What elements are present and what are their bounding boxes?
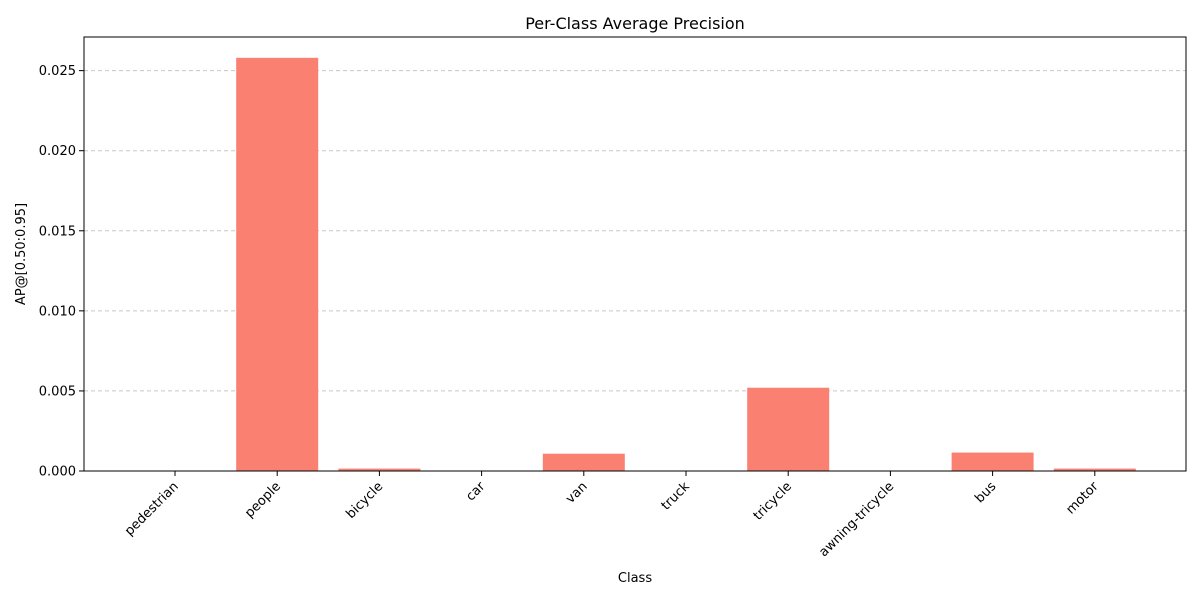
bar-bus — [951, 452, 1034, 471]
x-tick-label: motor — [1063, 479, 1102, 518]
y-tick-label: 0.025 — [39, 64, 76, 79]
x-tick-label: van — [563, 479, 591, 507]
x-axis-ticks: pedestrian people bicycle car van truck tricyc… — [122, 471, 1102, 560]
x-tick-label: people — [242, 479, 284, 521]
x-tick-label: car — [463, 479, 489, 505]
y-axis-label: AP@[0.50:0.95] — [14, 203, 29, 305]
x-tick-label: pedestrian — [122, 479, 182, 539]
bar-tricycle — [747, 387, 830, 471]
x-tick-label: bicycle — [343, 479, 386, 522]
bar-van — [542, 453, 625, 471]
y-tick-label: 0.020 — [39, 144, 76, 159]
bar-people — [236, 57, 319, 472]
x-tick-label: truck — [659, 479, 694, 514]
bar-motor — [1053, 468, 1136, 471]
y-tick-label: 0.015 — [39, 224, 76, 239]
y-axis-ticks: 0.000 0.005 0.010 0.015 0.020 0.025 — [39, 64, 84, 480]
bar-bicycle — [338, 468, 421, 471]
chart-title: Per-Class Average Precision — [525, 14, 745, 33]
y-tick-label: 0.000 — [39, 465, 76, 480]
x-tick-label: awning-tricycle — [816, 479, 897, 560]
y-tick-label: 0.010 — [39, 304, 76, 319]
y-tick-label: 0.005 — [39, 384, 76, 399]
x-tick-label: bus — [972, 479, 999, 506]
bars — [236, 57, 1136, 472]
x-tick-label: tricycle — [751, 479, 795, 523]
x-axis-label: Class — [618, 571, 652, 586]
plot-frame — [83, 36, 1187, 472]
